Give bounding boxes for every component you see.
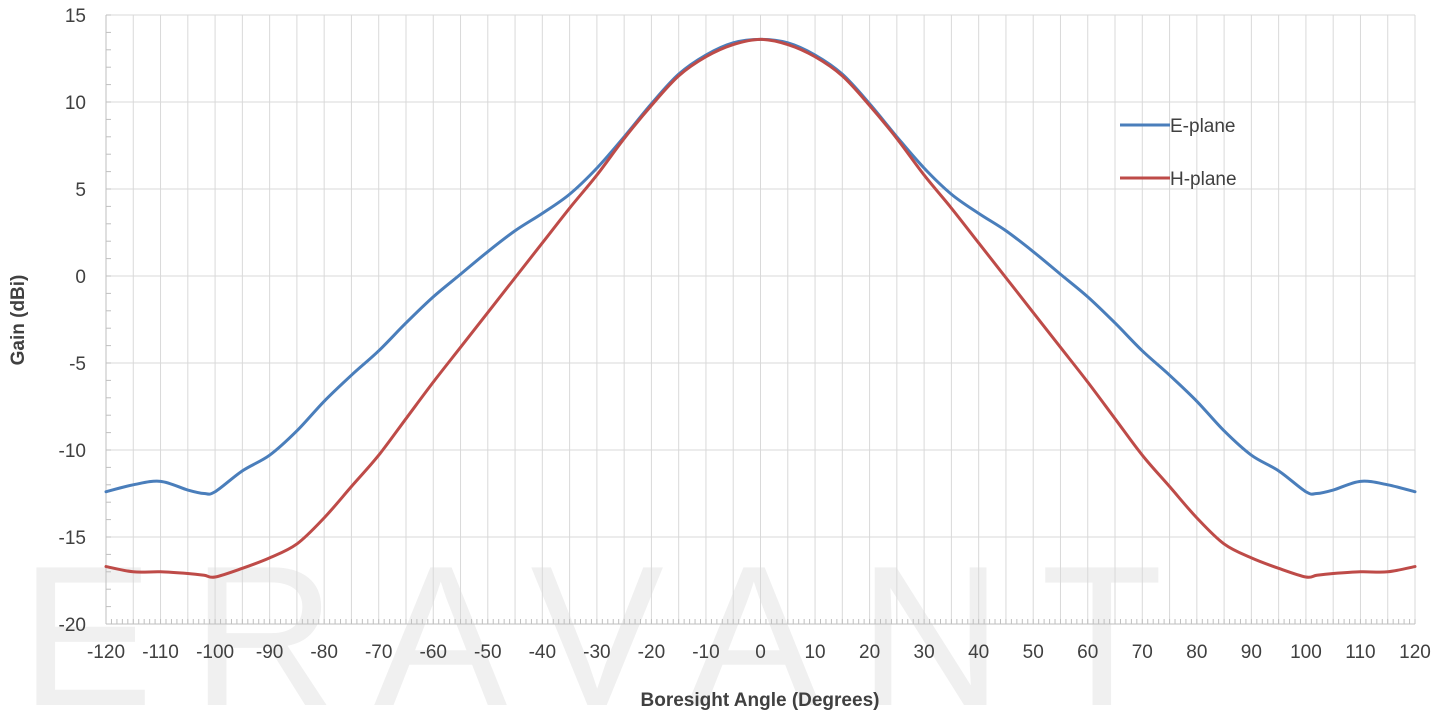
axes [105, 14, 1416, 625]
y-tick-label: -15 [59, 528, 86, 549]
x-tick-label: -110 [142, 642, 179, 663]
y-tick-label: -10 [59, 441, 86, 462]
x-tick-label: 40 [968, 642, 989, 663]
watermark: ERAVANT [20, 525, 1201, 719]
legend: E-plane H-plane [1120, 116, 1237, 190]
x-tick-label: 110 [1345, 642, 1375, 663]
x-tick-label: 70 [1132, 642, 1153, 663]
series-layer [104, 37, 1417, 579]
x-tick-label: 90 [1241, 642, 1262, 663]
x-tick-label: 10 [804, 642, 825, 663]
x-tick-label: 20 [859, 642, 880, 663]
legend-item-e-plane: E-plane [1120, 116, 1236, 137]
y-tick-label: 15 [65, 6, 86, 27]
x-tick-label: -10 [692, 642, 719, 663]
y-tick-label: -20 [59, 615, 86, 636]
x-tick-label: -100 [196, 642, 234, 663]
x-tick-label: -50 [474, 642, 501, 663]
grid [105, 14, 1416, 625]
x-tick-label: -60 [420, 642, 447, 663]
legend-label: H-plane [1170, 169, 1237, 190]
y-tick-label: 0 [75, 267, 86, 288]
x-tick-label: 100 [1290, 642, 1322, 663]
x-tick-label: -20 [638, 642, 665, 663]
x-tick-label: -120 [87, 642, 125, 663]
legend-label: E-plane [1170, 116, 1236, 137]
x-tick-label: -90 [256, 642, 283, 663]
x-tick-label: 60 [1077, 642, 1098, 663]
series-line-h-plane [104, 37, 1417, 579]
x-tick-label: -70 [365, 642, 392, 663]
x-tick-label: 120 [1399, 642, 1431, 663]
y-axis-title: Gain (dBi) [8, 275, 29, 366]
legend-item-h-plane: H-plane [1120, 169, 1237, 190]
y-tick-label: -5 [69, 354, 86, 375]
x-tick-label: -30 [583, 642, 610, 663]
x-tick-label: -40 [529, 642, 556, 663]
tick-labels: -120 -110 -100 -90 -80 -70 -60 -50 -40 -30 -20 -10 0… [59, 6, 1431, 663]
y-tick-label: 10 [65, 93, 86, 114]
x-tick-label: 80 [1186, 642, 1207, 663]
y-tick-label: 5 [75, 180, 86, 201]
x-tick-label: -80 [310, 642, 337, 663]
x-tick-label: 50 [1023, 642, 1044, 663]
x-tick-label: 30 [914, 642, 935, 663]
x-axis-title: Boresight Angle (Degrees) [641, 690, 880, 711]
x-tick-label: 0 [755, 642, 766, 663]
